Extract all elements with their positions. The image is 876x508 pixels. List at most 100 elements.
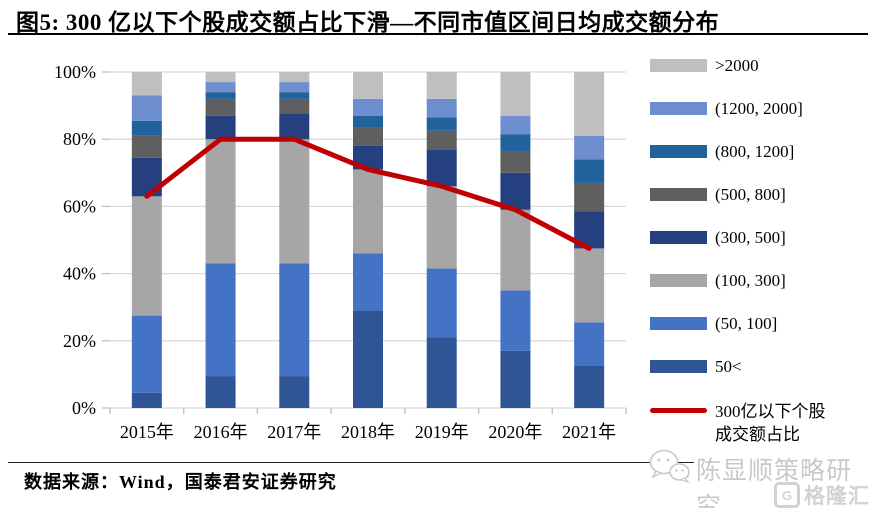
x-axis-label: 2017年 xyxy=(267,422,321,442)
bar-segment xyxy=(426,117,457,131)
bar-segment xyxy=(574,366,605,408)
bar-segment xyxy=(353,169,383,254)
bar-segment xyxy=(279,72,310,83)
trend-line xyxy=(144,136,592,251)
bar-segment xyxy=(500,115,531,135)
bar-segment xyxy=(131,72,162,96)
bar-segment xyxy=(574,159,605,183)
bar-segment xyxy=(205,72,236,83)
legend-line-swatch xyxy=(650,408,707,413)
bar-segment xyxy=(131,196,162,316)
y-axis-label: 40% xyxy=(63,264,96,284)
legend-item: (800, 1200] xyxy=(650,130,876,173)
bar-segment xyxy=(205,98,236,116)
bar-segment xyxy=(426,186,457,269)
legend-line-label-1: 300亿以下个股 xyxy=(715,402,826,421)
legend-label: 50< xyxy=(715,356,742,376)
footer-divider xyxy=(8,462,868,463)
bar-segment xyxy=(574,322,605,366)
bar-segment xyxy=(500,72,531,116)
watermark-text: 陈显顺策略研究 xyxy=(694,451,876,508)
bar-segment xyxy=(205,82,236,93)
title-underline xyxy=(8,33,868,35)
bar-segment xyxy=(500,350,531,408)
bar-segment xyxy=(353,127,383,146)
bar-segment xyxy=(205,92,236,99)
bar-segment xyxy=(426,337,457,408)
legend-swatch xyxy=(650,317,707,330)
bar-segment xyxy=(500,150,531,173)
legend-swatch xyxy=(650,145,707,158)
x-axis-label: 2018年 xyxy=(341,422,395,442)
legend-swatch xyxy=(650,231,707,244)
bar-segment xyxy=(279,263,310,377)
bar-segment xyxy=(205,139,236,264)
legend-item: (50, 100] xyxy=(650,302,876,345)
legend-label: (300, 500] xyxy=(715,227,786,247)
legend-item: (300, 500] xyxy=(650,216,876,259)
bar-segment xyxy=(426,149,457,187)
x-axis-label: 2019年 xyxy=(415,422,469,442)
bar-segment xyxy=(574,72,605,136)
bar-segment xyxy=(279,82,310,93)
chat-bubbles-icon xyxy=(649,449,690,484)
legend-item: (100, 300] xyxy=(650,259,876,302)
bar-segment xyxy=(574,182,605,212)
legend-item: 50< xyxy=(650,345,876,388)
gelonghui-logo-text: 格隆汇 xyxy=(804,484,870,508)
legend-label: (100, 300] xyxy=(715,270,786,290)
legend-swatch xyxy=(650,188,707,201)
y-axis-label: 60% xyxy=(63,196,96,216)
x-axis-label: 2016年 xyxy=(194,422,248,442)
bar-segment xyxy=(500,134,531,151)
bar-segment xyxy=(279,139,310,264)
legend-line-label: 300亿以下个股 成交额占比 xyxy=(715,400,826,446)
y-axis-label: 20% xyxy=(63,331,96,351)
bar-segment xyxy=(574,135,605,160)
bar-segment xyxy=(131,120,162,136)
bar-segment xyxy=(426,72,457,99)
x-axis-label: 2015年 xyxy=(120,422,174,442)
bar-segment xyxy=(353,115,383,128)
bar-segment xyxy=(205,263,236,377)
legend-line-label-2: 成交额占比 xyxy=(715,425,800,444)
bar-segment xyxy=(205,376,236,408)
legend-swatch xyxy=(650,360,707,373)
bar-segment xyxy=(131,135,162,158)
legend-label: (1200, 2000] xyxy=(715,98,803,118)
data-source: 数据来源：Wind，国泰君安证券研究 xyxy=(24,472,337,492)
gelonghui-g-icon: G xyxy=(774,482,800,508)
legend-item: >2000 xyxy=(650,44,876,87)
x-axis-label: 2021年 xyxy=(562,422,616,442)
bar-segment xyxy=(353,72,383,99)
bar-segment xyxy=(353,98,383,116)
bar-segment xyxy=(426,98,457,118)
y-axis-label: 80% xyxy=(63,129,96,149)
legend-swatch xyxy=(650,102,707,115)
legend-swatch xyxy=(650,274,707,287)
bar-segment xyxy=(279,114,310,140)
bar-segment xyxy=(279,98,310,114)
bar-segment xyxy=(500,172,531,210)
bar-segment xyxy=(279,92,310,99)
bar-segment xyxy=(500,290,531,351)
bar-segment xyxy=(205,115,236,140)
gelonghui-logo: G 格隆汇 xyxy=(774,480,870,508)
chart-legend: >2000 (1200, 2000] (800, 1200] (500, 800… xyxy=(650,44,876,446)
legend-item: (1200, 2000] xyxy=(650,87,876,130)
bar-segment xyxy=(574,248,605,323)
bar-segment xyxy=(353,253,383,311)
legend-label: (800, 1200] xyxy=(715,141,795,161)
bar-segment xyxy=(353,310,383,408)
legend-swatch xyxy=(650,59,707,72)
legend-label: (50, 100] xyxy=(715,313,778,333)
bar-segment xyxy=(131,95,162,121)
bar-segment xyxy=(131,392,162,408)
legend-label: (500, 800] xyxy=(715,184,786,204)
legend-item-line: 300亿以下个股 成交额占比 xyxy=(650,400,876,446)
bar-segment xyxy=(500,209,531,291)
y-axis-label: 100% xyxy=(54,62,96,82)
bar-segment xyxy=(426,130,457,150)
